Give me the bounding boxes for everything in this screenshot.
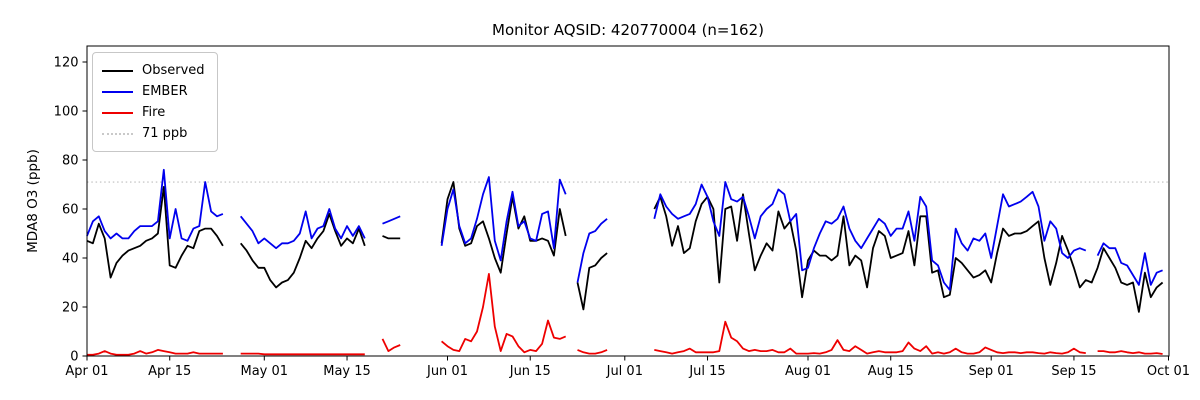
y-tick-label: 80 bbox=[62, 154, 79, 169]
legend-line-sample bbox=[102, 69, 133, 72]
series-line-fire bbox=[654, 320, 1086, 355]
series-line-observed bbox=[86, 185, 224, 279]
series-line-ember bbox=[440, 176, 567, 262]
y-tick-label: 0 bbox=[70, 350, 78, 365]
y-tick-label: 60 bbox=[62, 203, 79, 218]
x-tick-label: May 01 bbox=[241, 364, 289, 379]
x-tick-label: Jun 01 bbox=[426, 364, 468, 379]
series-line-fire bbox=[240, 352, 365, 356]
x-tick-label: Sep 01 bbox=[969, 364, 1014, 379]
series-line-observed bbox=[382, 235, 401, 240]
plot-border bbox=[86, 45, 1170, 357]
x-tick-label: Apr 15 bbox=[148, 364, 191, 379]
series-line-ember bbox=[86, 168, 224, 242]
chart-title: Monitor AQSID: 420770004 (n=162) bbox=[492, 21, 764, 39]
legend-item-ember: EMBER bbox=[102, 81, 205, 102]
legend-item-observed: Observed bbox=[102, 60, 205, 81]
y-tick-label: 120 bbox=[54, 56, 79, 71]
x-tick-label: Jul 01 bbox=[606, 364, 643, 379]
x-tick-label: Aug 15 bbox=[868, 364, 914, 379]
series-line-observed bbox=[240, 212, 366, 289]
y-tick-label: 100 bbox=[54, 105, 79, 120]
x-tick-label: May 15 bbox=[323, 364, 371, 379]
series-line-fire bbox=[87, 348, 223, 356]
series-line-fire bbox=[1097, 350, 1163, 355]
x-tick-label: Aug 01 bbox=[785, 364, 831, 379]
y-tick-label: 20 bbox=[62, 301, 79, 316]
series-line-observed bbox=[576, 252, 608, 311]
legend-item-fire: Fire bbox=[102, 102, 205, 123]
y-tick-label: 40 bbox=[62, 252, 79, 267]
legend-line-sample bbox=[102, 90, 133, 93]
x-tick-label: Jul 15 bbox=[688, 364, 725, 379]
legend-label: Fire bbox=[142, 105, 166, 120]
x-tick-label: Jun 15 bbox=[509, 364, 551, 379]
series-line-ember bbox=[653, 181, 1087, 291]
legend-label: 71 ppb bbox=[142, 126, 188, 141]
legend-item-71-ppb: 71 ppb bbox=[102, 123, 205, 144]
series-line-fire bbox=[577, 349, 608, 355]
series-line-ember bbox=[382, 215, 401, 225]
legend-line-sample bbox=[102, 132, 133, 135]
x-tick-label: Apr 01 bbox=[65, 364, 108, 379]
series-line-observed bbox=[653, 193, 1164, 313]
series-line-ember bbox=[576, 218, 608, 283]
series-line-ember bbox=[1096, 242, 1163, 286]
series-line-fire bbox=[381, 338, 401, 353]
legend: Observed EMBER Fire 71 ppb bbox=[92, 52, 218, 152]
legend-line-sample bbox=[102, 111, 133, 114]
series-line-ember bbox=[239, 208, 366, 250]
legend-label: Observed bbox=[142, 63, 205, 78]
x-tick-label: Sep 15 bbox=[1051, 364, 1096, 379]
series-line-fire bbox=[441, 272, 567, 354]
x-tick-label: Oct 01 bbox=[1147, 364, 1190, 379]
legend-label: EMBER bbox=[142, 84, 188, 99]
